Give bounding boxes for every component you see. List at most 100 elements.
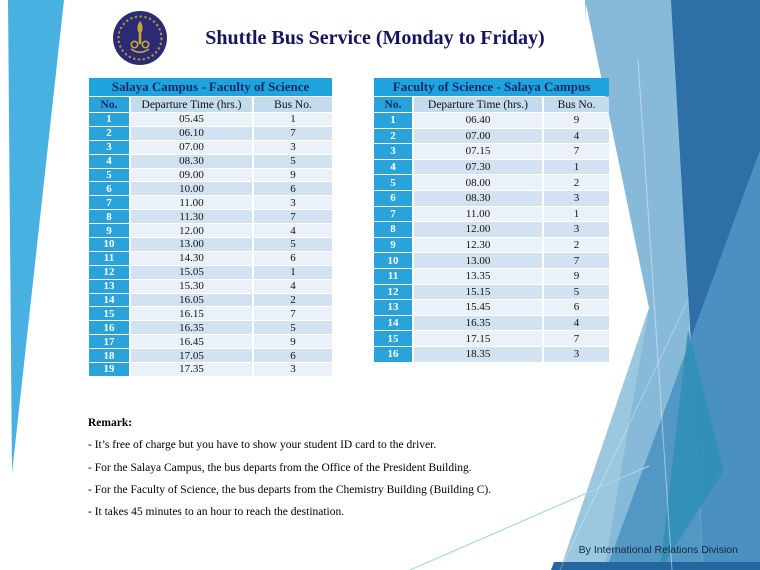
row-number-cell: 18 (89, 349, 129, 363)
row-number-cell: 17 (89, 335, 129, 349)
table-row: 9 12.30 2 (374, 237, 610, 253)
row-number-cell: 7 (374, 206, 412, 222)
bus-number-cell: 9 (544, 113, 610, 128)
departure-time-cell: 17.35 (131, 363, 252, 376)
bus-number-cell: 6 (254, 349, 333, 363)
left-accent-stripe (8, 0, 64, 473)
departure-time-cell: 07.00 (414, 128, 542, 144)
bottom-strip (551, 562, 760, 570)
logo-crown-emblem (130, 21, 150, 54)
departure-time-cell: 07.00 (131, 140, 252, 154)
departure-time-cell: 13.35 (414, 268, 542, 284)
table-row: 3 07.00 3 (89, 140, 333, 154)
departure-time-cell: 16.45 (131, 335, 252, 349)
bus-number-cell: 4 (254, 224, 333, 238)
departure-time-cell: 17.15 (414, 331, 542, 346)
departure-time-cell: 16.35 (414, 315, 542, 331)
row-number-cell: 12 (374, 284, 412, 300)
table-row: 12 15.05 1 (89, 265, 333, 279)
bus-number-cell: 5 (254, 238, 333, 251)
row-number-cell: 15 (374, 331, 412, 346)
departure-time-cell: 12.00 (414, 222, 542, 237)
table-row: 4 08.30 5 (89, 154, 333, 168)
column-header-bus-no: Bus No. (254, 97, 333, 112)
departure-time-cell: 06.10 (131, 126, 252, 140)
row-number-cell: 8 (374, 222, 412, 237)
departure-time-cell: 11.00 (131, 196, 252, 210)
table-row: 7 11.00 3 (89, 196, 333, 210)
table-row: 15 17.15 7 (374, 331, 610, 346)
table-row: 16 16.35 5 (89, 321, 333, 335)
departure-time-cell: 15.05 (131, 265, 252, 279)
departure-time-cell: 07.30 (414, 159, 542, 175)
bus-number-cell: 3 (544, 346, 610, 362)
bus-number-cell: 9 (544, 268, 610, 284)
bus-number-cell: 7 (544, 331, 610, 346)
bus-number-cell: 2 (544, 237, 610, 253)
table-row: 13 15.30 4 (89, 279, 333, 293)
bus-number-cell: 7 (544, 253, 610, 268)
table-row: 14 16.05 2 (89, 293, 333, 307)
departure-time-cell: 13.00 (131, 238, 252, 251)
bus-number-cell: 5 (544, 284, 610, 300)
row-number-cell: 1 (374, 113, 412, 128)
row-number-cell: 13 (89, 279, 129, 293)
bus-number-cell: 1 (544, 159, 610, 175)
departure-time-cell: 09.00 (131, 168, 252, 182)
table-row: 9 12.00 4 (89, 224, 333, 238)
bus-number-cell: 9 (254, 168, 333, 182)
bus-number-cell: 1 (544, 206, 610, 222)
departure-time-cell: 13.00 (414, 253, 542, 268)
departure-time-cell: 11.30 (131, 210, 252, 224)
bus-number-cell: 3 (544, 190, 610, 206)
departure-time-cell: 16.15 (131, 307, 252, 321)
departure-time-cell: 07.15 (414, 144, 542, 159)
university-logo (113, 11, 167, 65)
row-number-cell: 16 (374, 346, 412, 362)
table-row: 5 08.00 2 (374, 175, 610, 190)
table-row: 14 16.35 4 (374, 315, 610, 331)
table-title: Faculty of Science - Salaya Campus (374, 78, 610, 96)
table-row: 2 07.00 4 (374, 128, 610, 144)
bus-number-cell: 3 (254, 363, 333, 376)
row-number-cell: 10 (89, 238, 129, 251)
remark-heading: Remark: (88, 417, 133, 429)
table-row: 8 12.00 3 (374, 222, 610, 237)
table-row: 19 17.35 3 (89, 363, 333, 376)
table-row: 5 09.00 9 (89, 168, 333, 182)
thin-facet-line-1 (637, 59, 673, 570)
row-number-cell: 11 (374, 268, 412, 284)
row-number-cell: 8 (89, 210, 129, 224)
row-number-cell: 19 (89, 363, 129, 376)
departure-time-cell: 15.45 (414, 300, 542, 315)
bus-number-cell: 3 (254, 196, 333, 210)
departure-time-cell: 16.05 (131, 293, 252, 307)
row-number-cell: 2 (374, 128, 412, 144)
table-row: 4 07.30 1 (374, 159, 610, 175)
table-row: 10 13.00 5 (89, 238, 333, 251)
table-row: 12 15.15 5 (374, 284, 610, 300)
departure-time-cell: 06.40 (414, 113, 542, 128)
table-science-to-salaya: Faculty of Science - Salaya Campus No. D… (372, 77, 610, 363)
table-row: 11 14.30 6 (89, 251, 333, 265)
row-number-cell: 6 (374, 190, 412, 206)
bus-number-cell: 3 (254, 140, 333, 154)
row-number-cell: 1 (89, 113, 129, 126)
bus-number-cell: 4 (544, 128, 610, 144)
bus-number-cell: 4 (544, 315, 610, 331)
departure-time-cell: 08.00 (414, 175, 542, 190)
row-number-cell: 4 (374, 159, 412, 175)
bus-number-cell: 1 (254, 265, 333, 279)
departure-time-cell: 05.45 (131, 113, 252, 126)
logo-text-ring (117, 15, 163, 61)
facet-light-lower (560, 308, 649, 570)
table-row: 7 11.00 1 (374, 206, 610, 222)
row-number-cell: 13 (374, 300, 412, 315)
row-number-cell: 7 (89, 196, 129, 210)
facet-teal-triangle (660, 330, 724, 570)
page-title: Shuttle Bus Service (Monday to Friday) (205, 27, 545, 49)
table-row: 10 13.00 7 (374, 253, 610, 268)
column-header-bus-no: Bus No. (544, 97, 610, 112)
row-number-cell: 3 (374, 144, 412, 159)
